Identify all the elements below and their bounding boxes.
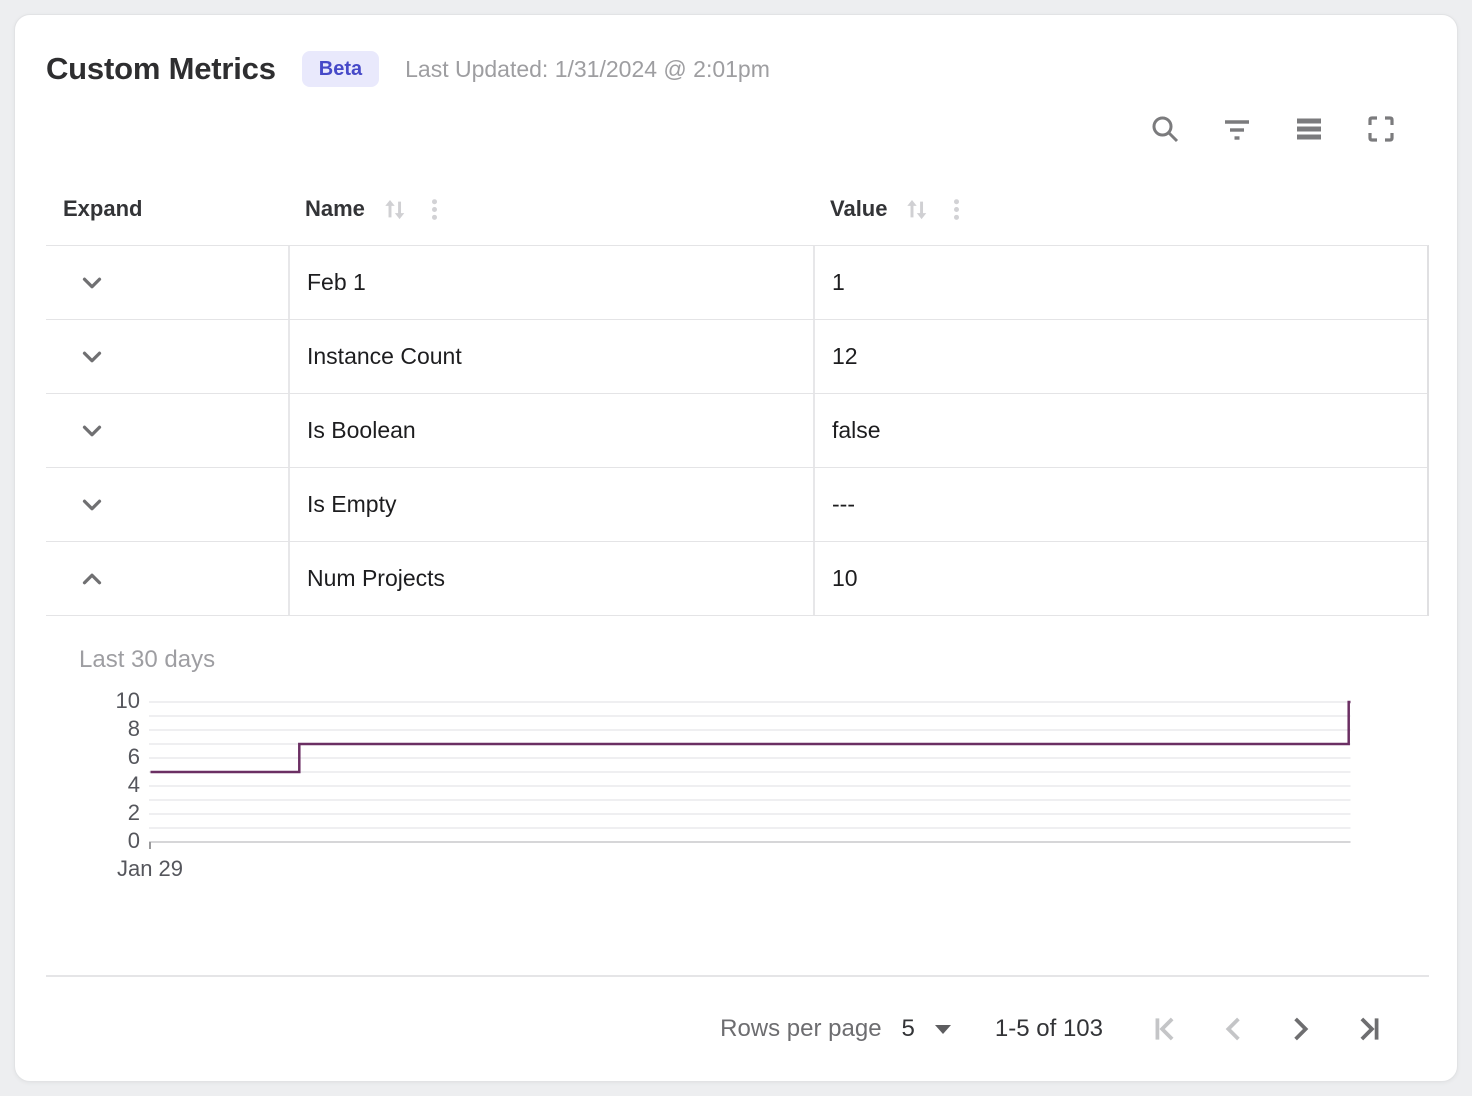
first-page-button[interactable] xyxy=(1143,1007,1187,1051)
pagination-range-label: 1-5 of 103 xyxy=(994,1015,1103,1042)
row-value-cell: 1 xyxy=(813,246,1427,319)
row-value-cell: --- xyxy=(813,468,1427,541)
column-header-value[interactable]: Value xyxy=(813,195,1429,224)
row-value-cell: 12 xyxy=(813,320,1427,393)
last-updated-text: Last Updated: 1/31/2024 @ 2:01pm xyxy=(405,55,770,82)
sort-icon[interactable] xyxy=(381,196,408,223)
chevron-down-icon xyxy=(82,499,102,510)
table-row: Is Empty --- xyxy=(46,468,1427,542)
column-label-expand: Expand xyxy=(63,196,143,221)
y-tick-label: 4 xyxy=(127,771,140,797)
chevron-right-icon xyxy=(1294,1017,1309,1041)
row-expand-cell xyxy=(46,542,288,615)
search-icon xyxy=(1152,116,1179,143)
row-expand-cell xyxy=(46,320,288,393)
kebab-menu-icon xyxy=(954,198,960,220)
density-icon xyxy=(1297,118,1321,140)
last-page-button[interactable] xyxy=(1347,1007,1391,1051)
chevron-down-icon xyxy=(82,351,102,362)
next-page-button[interactable] xyxy=(1279,1007,1323,1051)
y-tick-label: 0 xyxy=(127,827,140,853)
table-toolbar xyxy=(46,107,1429,151)
y-tick-label: 2 xyxy=(127,799,140,825)
table-footer: Rows per page 5 1-5 of 103 xyxy=(46,975,1429,1081)
column-header-name[interactable]: Name xyxy=(288,195,813,224)
chevron-left-icon xyxy=(1225,1017,1240,1041)
y-tick-label: 10 xyxy=(115,687,140,713)
column-label-value: Value xyxy=(830,196,888,221)
chart-x-axis: Jan 29 xyxy=(117,850,1352,884)
table-row: Is Boolean false xyxy=(46,394,1427,468)
beta-badge: Beta xyxy=(301,51,380,87)
page-title: Custom Metrics xyxy=(46,51,276,86)
y-tick-label: 6 xyxy=(127,743,140,769)
x-tick-label: Jan 29 xyxy=(116,856,184,881)
row-name-cell: Is Empty xyxy=(288,468,813,541)
chevron-up-icon xyxy=(82,573,102,584)
row-name-cell: Feb 1 xyxy=(288,246,813,319)
fullscreen-button[interactable] xyxy=(1359,107,1403,151)
table-row: Instance Count 12 xyxy=(46,320,1427,394)
previous-page-button[interactable] xyxy=(1211,1007,1255,1051)
custom-metrics-panel: Custom Metrics Beta Last Updated: 1/31/2… xyxy=(14,14,1458,1082)
rows-per-page-label: Rows per page xyxy=(720,1015,882,1042)
chart-title: Last 30 days xyxy=(79,646,216,673)
chevron-down-icon xyxy=(82,425,102,436)
row-expand-toggle-button[interactable] xyxy=(70,409,114,453)
panel-header: Custom Metrics Beta Last Updated: 1/31/2… xyxy=(46,15,1429,87)
row-expand-toggle-button[interactable] xyxy=(70,261,114,305)
column-header-expand: Expand xyxy=(46,196,288,222)
dropdown-caret-icon xyxy=(934,1024,951,1034)
row-value-cell: 10 xyxy=(813,542,1427,615)
chart-plot-area xyxy=(149,700,1352,850)
column-menu-button-name[interactable] xyxy=(420,195,449,224)
search-button[interactable] xyxy=(1143,107,1187,151)
table-row: Feb 1 1 xyxy=(46,246,1427,320)
chevron-down-icon xyxy=(82,277,102,288)
row-expand-toggle-button[interactable] xyxy=(70,557,114,601)
row-expand-toggle-button[interactable] xyxy=(70,483,114,527)
row-expand-cell xyxy=(46,468,288,541)
filter-icon xyxy=(1225,120,1249,140)
fullscreen-icon xyxy=(1368,116,1394,142)
first-page-icon xyxy=(1155,1017,1174,1041)
chart-plot-svg xyxy=(149,700,1351,849)
row-expand-toggle-button[interactable] xyxy=(70,335,114,379)
table-rows: Feb 1 1 Instance Count 12 Is Boolean xyxy=(46,245,1429,616)
chart: 0 2 4 6 8 10 xyxy=(79,688,1429,853)
sort-icon[interactable] xyxy=(903,196,930,223)
table-row: Num Projects 10 xyxy=(46,542,1427,616)
row-name-cell: Num Projects xyxy=(288,542,813,615)
filter-button[interactable] xyxy=(1215,107,1259,151)
row-name-cell: Instance Count xyxy=(288,320,813,393)
row-expand-cell xyxy=(46,246,288,319)
density-button[interactable] xyxy=(1287,107,1331,151)
last-page-icon xyxy=(1360,1017,1379,1041)
chart-y-axis: 0 2 4 6 8 10 xyxy=(79,688,149,853)
row-name-cell: Is Boolean xyxy=(288,394,813,467)
row-expand-cell xyxy=(46,394,288,467)
column-label-name: Name xyxy=(305,196,365,221)
row-detail-panel: Last 30 days 0 2 4 6 8 10 Jan 29 xyxy=(46,616,1429,910)
y-tick-label: 8 xyxy=(127,715,140,741)
column-menu-button-value[interactable] xyxy=(942,195,971,224)
rows-per-page-select[interactable]: 5 xyxy=(902,1015,951,1043)
rows-per-page-value: 5 xyxy=(901,1015,915,1042)
row-value-cell: false xyxy=(813,394,1427,467)
table-header: Expand Name Value xyxy=(46,173,1429,245)
pagination-controls xyxy=(1143,1007,1391,1051)
kebab-menu-icon xyxy=(431,198,437,220)
